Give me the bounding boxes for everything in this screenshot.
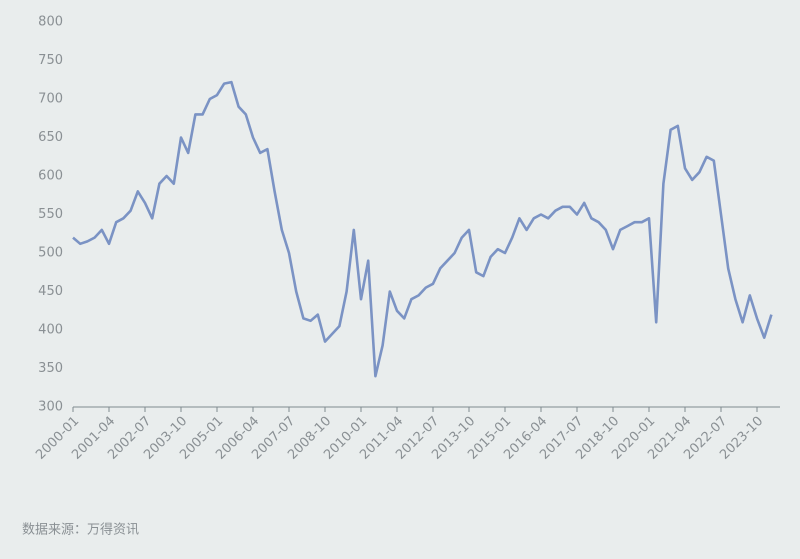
y-tick-label: 350 (38, 361, 63, 376)
y-tick-label: 400 (38, 323, 63, 338)
y-tick-label: 700 (38, 92, 63, 107)
y-tick-label: 450 (38, 284, 63, 299)
source: 数据来源：万得资讯 (22, 522, 139, 538)
y-tick-label: 800 (38, 15, 63, 30)
y-tick-label: 500 (38, 246, 63, 261)
y-tick-label: 650 (38, 130, 63, 145)
line (72, 80, 773, 378)
y-tick-label: 550 (38, 207, 63, 222)
y-tick-label: 750 (38, 53, 63, 68)
y-tick-label: 300 (38, 400, 63, 415)
y-tick-label: 600 (38, 169, 63, 184)
